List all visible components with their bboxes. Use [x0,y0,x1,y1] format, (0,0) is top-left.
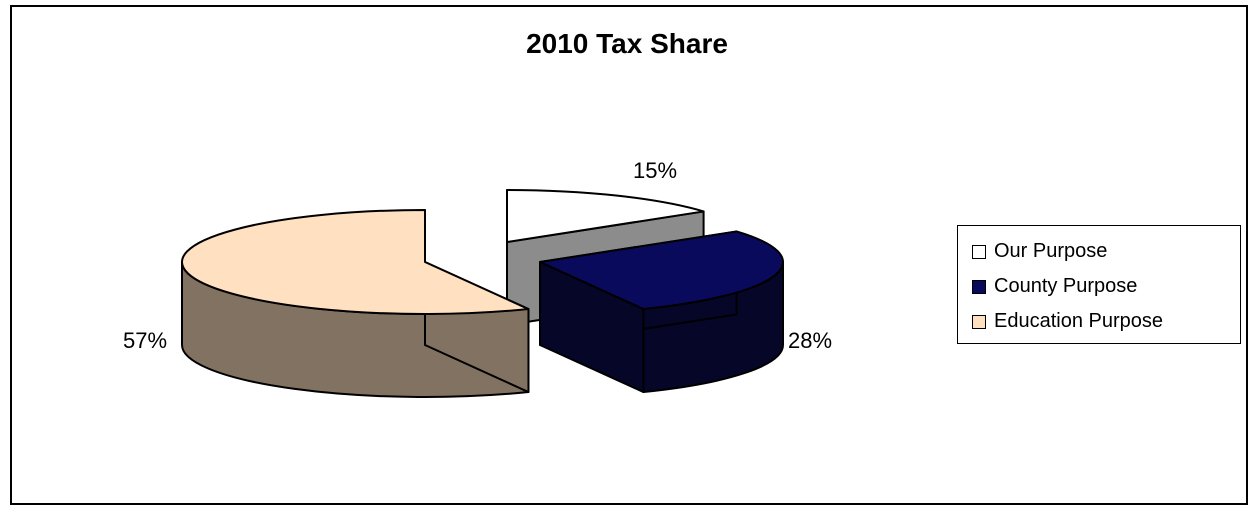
slice-top-0 [506,189,705,243]
pie-slice-1 [539,230,784,394]
legend-swatch-our-purpose [972,244,986,259]
chart-title: 2010 Tax Share [526,28,728,59]
legend-item-county-purpose: County Purpose [958,269,1240,304]
legend-item-education-purpose: Education Purpose [958,304,1240,339]
data-label-2: 57% [123,328,167,353]
data-label-0: 15% [633,158,677,183]
pie-chart: 15% 28% 57% [123,158,832,398]
legend: Our Purpose County Purpose Education Pur… [957,225,1241,344]
data-label-1: 28% [788,328,832,353]
legend-label-education-purpose: Education Purpose [994,310,1164,332]
legend-label-our-purpose: Our Purpose [994,240,1108,262]
slice-top-2 [181,209,530,315]
legend-label-county-purpose: County Purpose [994,275,1138,297]
pie-slice-2 [181,209,530,398]
slice-top-1 [539,230,784,311]
legend-swatch-education-purpose [972,314,986,329]
legend-item-our-purpose: Our Purpose [958,234,1240,269]
legend-swatch-county-purpose [972,279,986,294]
